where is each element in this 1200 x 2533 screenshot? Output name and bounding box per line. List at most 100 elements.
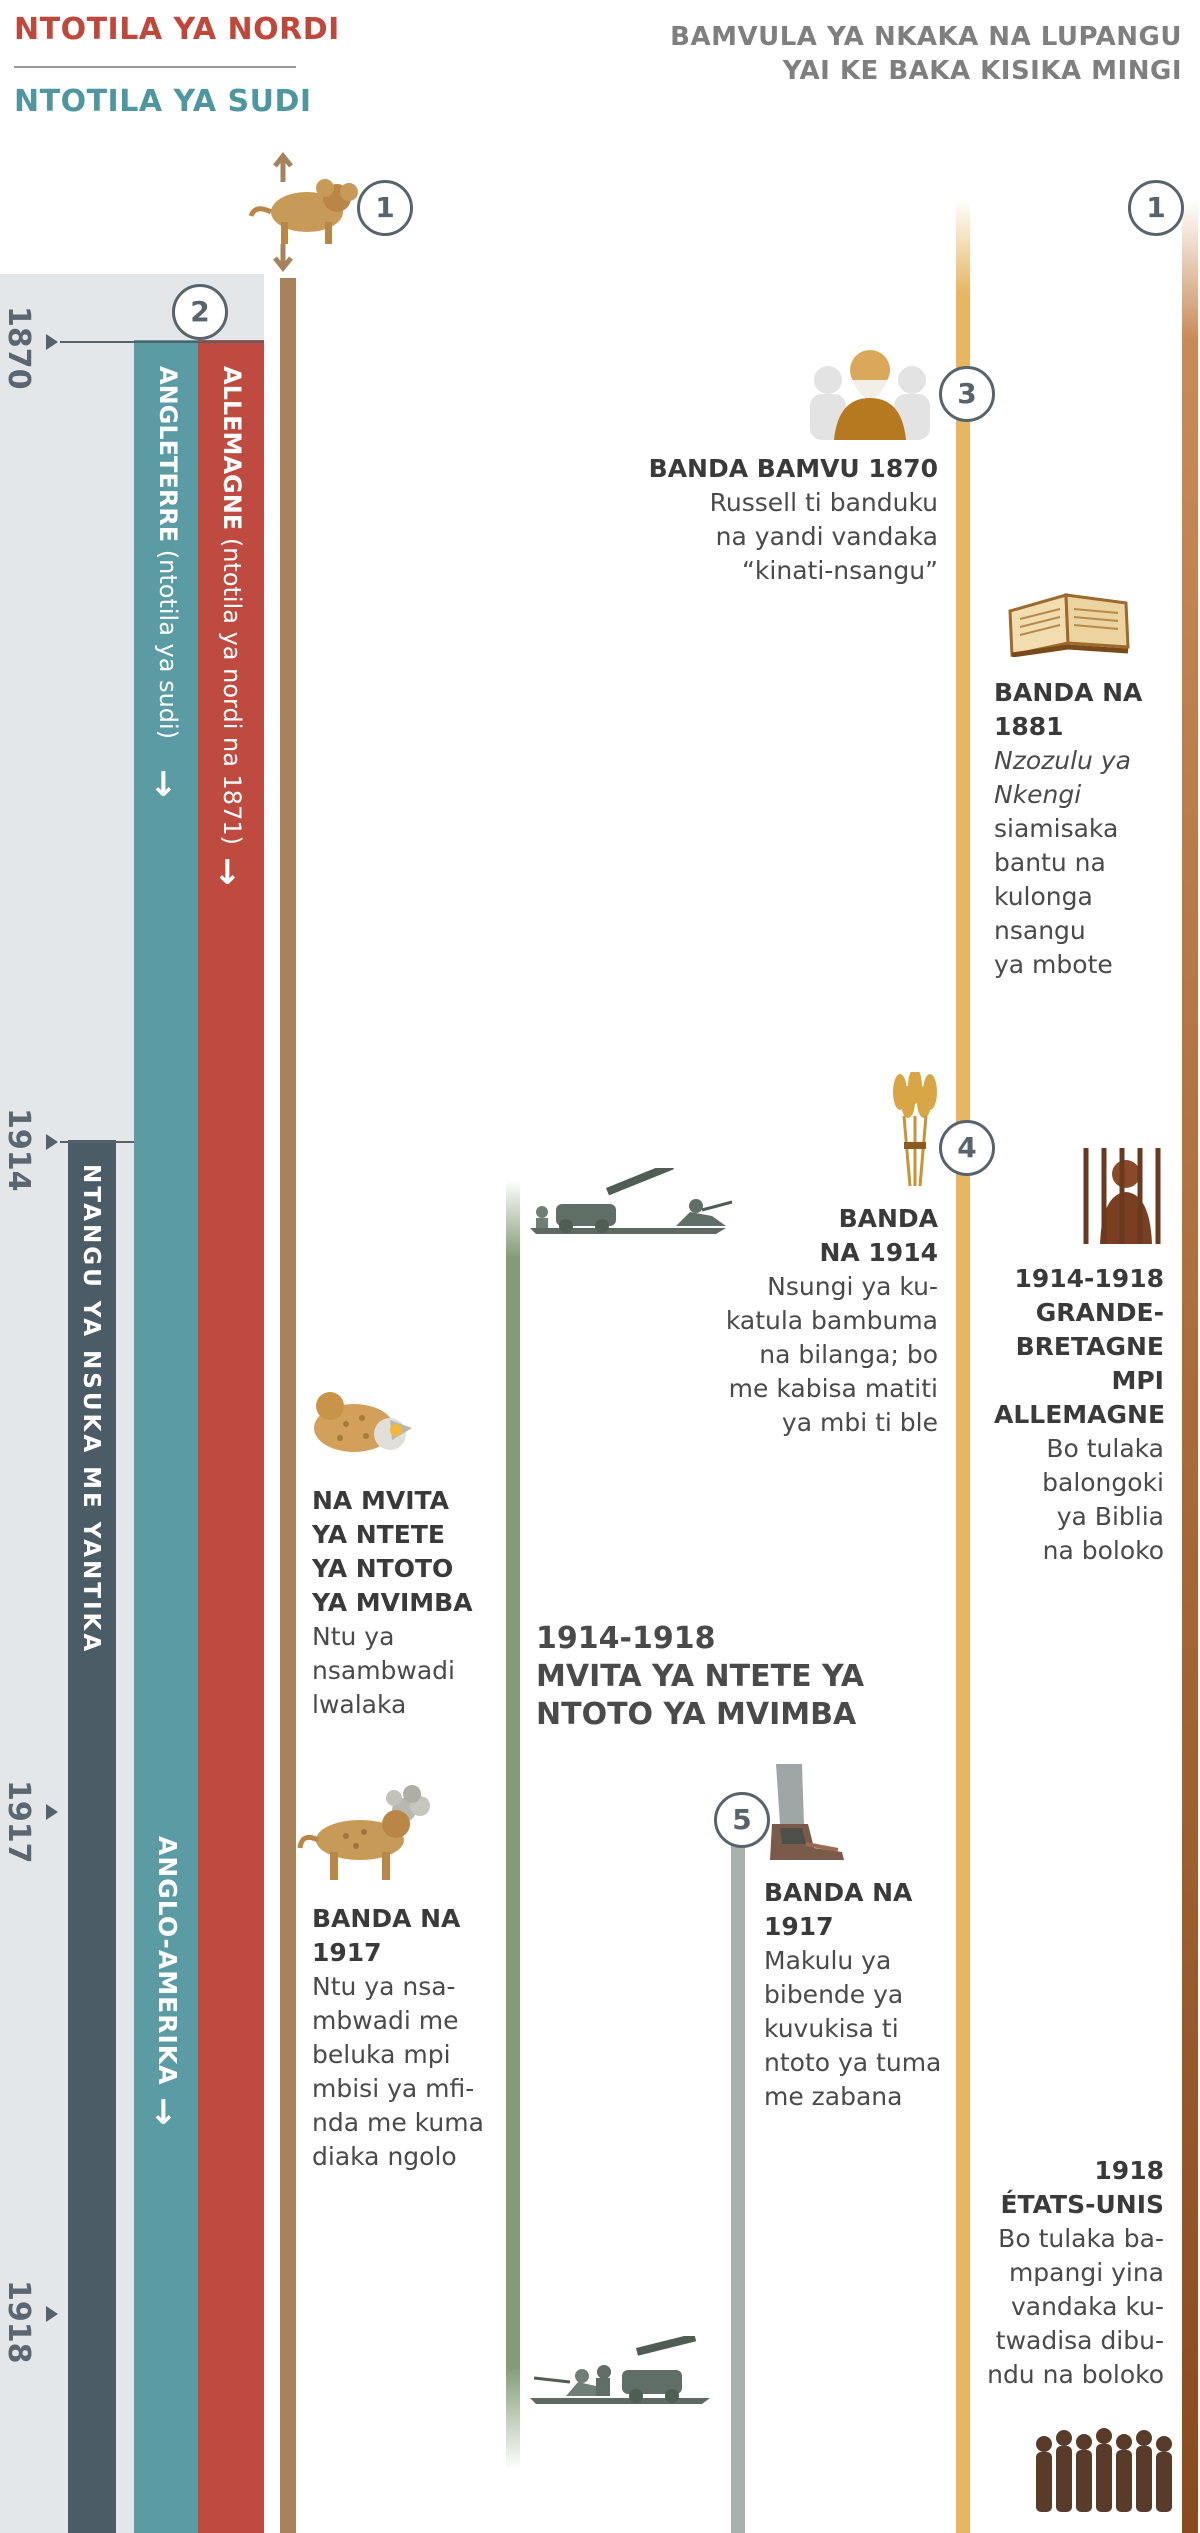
year-1917-marker xyxy=(46,1804,58,1820)
event-1870-line: Russell ti banduku xyxy=(709,488,938,517)
watchtower-title: Nzozulu ya xyxy=(994,746,1131,775)
ww1-years: 1914-1918 xyxy=(536,1621,716,1656)
legend-divider xyxy=(14,66,296,68)
year-1914-line xyxy=(60,1141,134,1143)
war-timeline xyxy=(506,1180,520,2470)
angleterre-title: ANGLETERRE xyxy=(154,366,182,543)
event-1914-line: ya mbi ti ble xyxy=(781,1408,938,1437)
angleterre-label: ANGLETERRE (ntotila ya sudi) xyxy=(154,366,182,739)
watchtower-title: Nkengi xyxy=(994,780,1082,809)
wheat-sheaf-icon xyxy=(893,1072,937,1187)
marker-1-right: 1 xyxy=(1128,180,1184,236)
event-1870-head: BANDA BAMVU 1870 xyxy=(648,454,938,483)
allemagne-label: ALLEMAGNE (ntotila ya nordi na 1871) xyxy=(218,366,246,845)
event-1881-year: 1881 xyxy=(994,712,1064,741)
event-1917-head: BANDA NA xyxy=(764,1878,913,1907)
event-line: vandaka ku- xyxy=(1010,2292,1164,2321)
event-line: balongoki xyxy=(1042,1468,1164,1497)
ww1-title: NTOTO YA MVIMBA xyxy=(536,1697,857,1732)
last-days-label: NTANGU YA NSUKA ME YANTIKA xyxy=(78,1164,104,1655)
prisoners-group-icon xyxy=(1036,2428,1172,2512)
event-line: Ntu ya nsa- xyxy=(312,1972,456,2001)
event-head-line: YA NTETE xyxy=(312,1520,445,1549)
timeline-heading-line2: YAI KE BAKA KISIKA MINGI xyxy=(782,56,1182,86)
event-line: lwalaka xyxy=(312,1690,407,1719)
event-line: Ntu ya xyxy=(312,1622,395,1651)
year-1918-marker xyxy=(46,2306,58,2322)
event-1881-head: BANDA NA xyxy=(994,678,1143,707)
soldiers-icon-2 xyxy=(530,2336,710,2404)
event-1914-line: Nsungi ya ku- xyxy=(767,1272,938,1301)
year-1870-marker xyxy=(46,334,58,350)
event-line: mbisi ya mfi- xyxy=(312,2074,475,2103)
event-head-line: ALLEMAGNE xyxy=(994,1400,1166,1429)
event-war-beast: NA MVITA YA NTETE YA NTOTO YA MVIMBA Ntu… xyxy=(312,1484,492,1722)
event-1881: BANDA NA 1881 Nzozulu ya Nkengi siamisak… xyxy=(994,676,1164,982)
event-1914-head: BANDA xyxy=(838,1204,938,1233)
event-head-line: GRANDE- xyxy=(1035,1298,1164,1327)
marker-2: 2 xyxy=(172,284,228,340)
event-line: Bo tulaka xyxy=(1046,1434,1164,1463)
event-head-line: YA NTOTO xyxy=(312,1554,454,1583)
wounded-beast-icon xyxy=(314,1392,412,1452)
healed-beast-icon xyxy=(297,1785,430,1880)
timeline-heading: BAMVULA YA NKAKA NA LUPANGU YAI KE BAKA … xyxy=(662,20,1182,88)
marker-3: 3 xyxy=(939,366,995,422)
event-1870-line: “kinati-nsangu” xyxy=(741,556,938,585)
event-1918-usa: 1918 ÉTATS-UNIS Bo tulaka ba- mpangi yin… xyxy=(984,2154,1164,2392)
event-head-line: YA MVIMBA xyxy=(312,1588,473,1617)
allemagne-band xyxy=(198,340,264,2533)
event-line: me zabana xyxy=(764,2082,903,2111)
event-1918-country: ÉTATS-UNIS xyxy=(1000,2190,1164,2219)
event-1917-year: 1917 xyxy=(764,1912,834,1941)
anointed-timeline xyxy=(956,200,970,2533)
marker-5: 5 xyxy=(714,1792,770,1848)
bible-book-icon xyxy=(1008,593,1130,657)
event-1881-line: bantu na xyxy=(994,848,1106,877)
event-line: na boloko xyxy=(1042,1536,1164,1565)
event-1881-line: kulonga xyxy=(994,882,1093,911)
feet-timeline xyxy=(731,1832,745,2533)
event-1881-line: nsangu xyxy=(994,916,1086,945)
event-line: mpangi yina xyxy=(1008,2258,1164,2287)
right-timeline xyxy=(1182,200,1198,2533)
event-line: kuvukisa ti xyxy=(764,2014,899,2043)
event-1914-year: NA 1914 xyxy=(819,1238,938,1267)
angleterre-sub: (ntotila ya sudi) xyxy=(154,542,182,740)
event-head-line: NA MVITA xyxy=(312,1486,449,1515)
event-head-line: MPI xyxy=(1111,1366,1164,1395)
angleterre-arrow: ↓ xyxy=(149,765,178,805)
ww1-title: MVITA YA NTETE YA xyxy=(536,1659,865,1694)
last-days-band xyxy=(68,1140,116,2533)
event-line: ndu na boloko xyxy=(987,2360,1164,2389)
event-1914-1918-britain-germany: 1914-1918 GRANDE- BRETAGNE MPI ALLEMAGNE… xyxy=(994,1262,1166,1568)
event-line: nsambwadi xyxy=(312,1656,455,1685)
event-line: bibende ya xyxy=(764,1980,904,2009)
event-1917-year: 1917 xyxy=(312,1938,382,1967)
event-head-line: 1914-1918 xyxy=(1014,1264,1164,1293)
event-1870: BANDA BAMVU 1870 Russell ti banduku na y… xyxy=(620,452,938,588)
event-1917-feet: BANDA NA 1917 Makulu ya bibende ya kuvuk… xyxy=(764,1876,954,2114)
allemagne-arrow: ↓ xyxy=(213,853,242,893)
anglo-amerika-label: ANGLO-AMERIKA xyxy=(153,1836,182,2086)
event-1914: BANDA NA 1914 Nsungi ya ku- katula bambu… xyxy=(700,1202,938,1440)
event-line: diaka ngolo xyxy=(312,2142,457,2171)
event-1914-line: katula bambuma xyxy=(725,1306,938,1335)
year-1914-marker xyxy=(46,1134,58,1150)
event-line: Makulu ya xyxy=(764,1946,892,1975)
event-line: beluka mpi xyxy=(312,2040,451,2069)
allemagne-sub: (ntotila ya nordi na 1871) xyxy=(218,530,246,845)
beast-timeline xyxy=(280,278,296,2533)
year-1870-line xyxy=(60,341,264,343)
event-1918-head: 1918 xyxy=(1094,2156,1164,2185)
russell-portrait-icon xyxy=(810,350,930,440)
event-line: ya Biblia xyxy=(1056,1502,1164,1531)
event-1914-line: na bilanga; bo xyxy=(759,1340,938,1369)
marker-1: 1 xyxy=(357,180,413,236)
event-1870-line: na yandi vandaka xyxy=(715,522,938,551)
event-1917-beast: BANDA NA 1917 Ntu ya nsa- mbwadi me belu… xyxy=(312,1902,502,2174)
soldiers-icon xyxy=(530,1168,733,1234)
event-line: twadisa dibu- xyxy=(995,2326,1164,2355)
event-1917-head: BANDA NA xyxy=(312,1904,461,1933)
south-kingdom-legend: NTOTILA YA SUDI xyxy=(14,84,312,119)
